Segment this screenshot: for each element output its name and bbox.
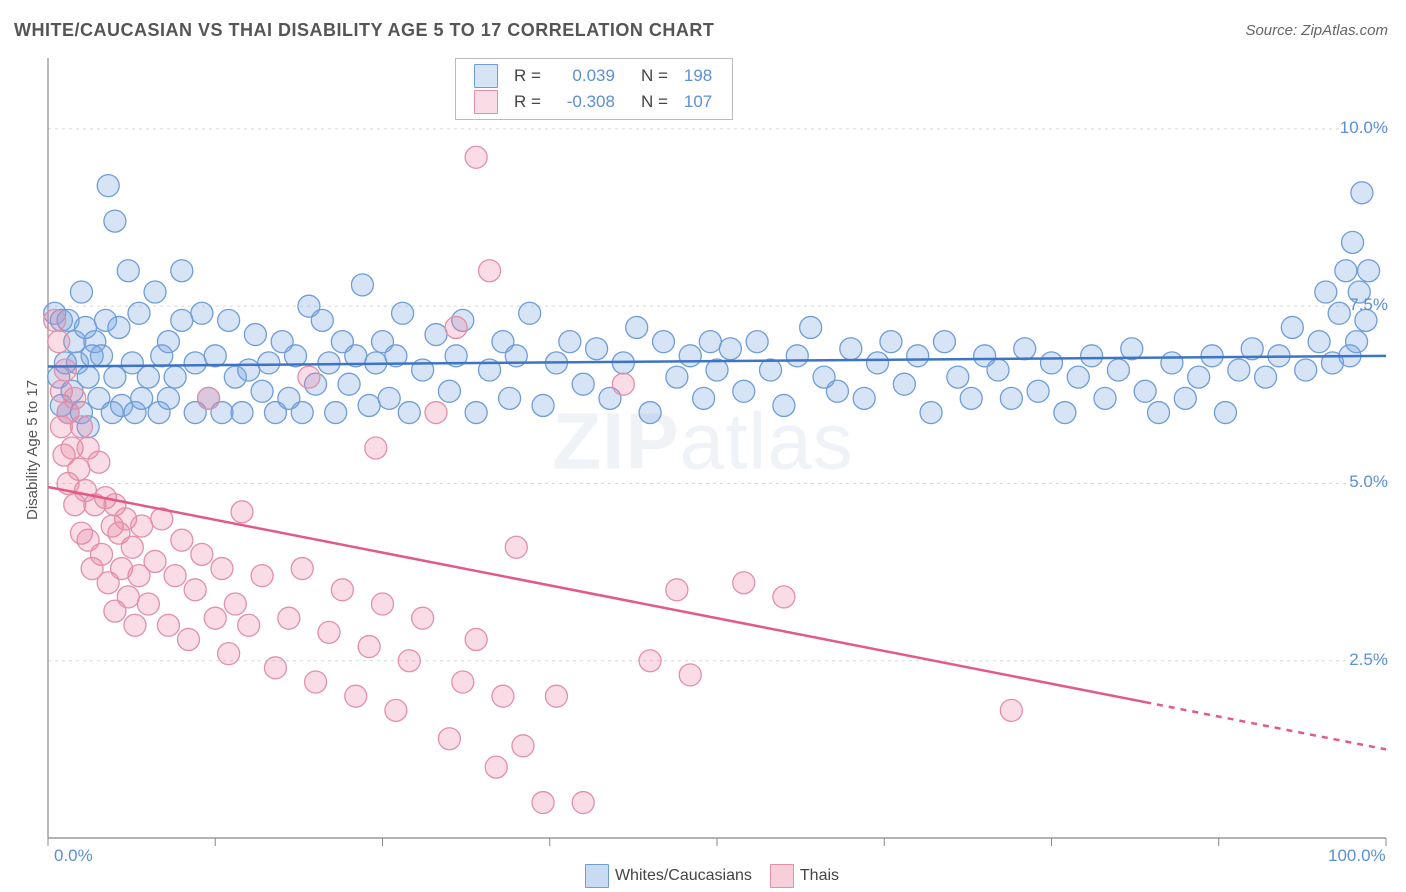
stats-legend-box: R =0.039N =198 R =-0.308N =107 (455, 58, 733, 120)
legend-label: Thais (800, 867, 839, 884)
chart-container: WHITE/CAUCASIAN VS THAI DISABILITY AGE 5… (0, 0, 1406, 892)
stat-r-label: R = (506, 63, 549, 89)
stat-n-label: N = (623, 63, 676, 89)
bottom-legend: Whites/Caucasians Thais (0, 864, 1406, 888)
stat-n-value: 107 (676, 89, 720, 115)
y-tick: 7.5% (1349, 295, 1388, 315)
stat-r-label: R = (506, 89, 549, 115)
legend-label: Whites/Caucasians (615, 867, 752, 884)
scatter-plot (0, 0, 1406, 892)
x-tick: 100.0% (1328, 846, 1386, 866)
legend-swatch (474, 90, 498, 114)
y-tick: 5.0% (1349, 472, 1388, 492)
y-tick: 10.0% (1340, 118, 1388, 138)
stat-r-value: 0.039 (549, 63, 623, 89)
y-tick: 2.5% (1349, 650, 1388, 670)
legend-swatch (770, 864, 794, 888)
stat-n-value: 198 (676, 63, 720, 89)
legend-swatch (474, 64, 498, 88)
x-tick: 0.0% (54, 846, 93, 866)
stat-r-value: -0.308 (549, 89, 623, 115)
legend-swatch (585, 864, 609, 888)
stat-n-label: N = (623, 89, 676, 115)
